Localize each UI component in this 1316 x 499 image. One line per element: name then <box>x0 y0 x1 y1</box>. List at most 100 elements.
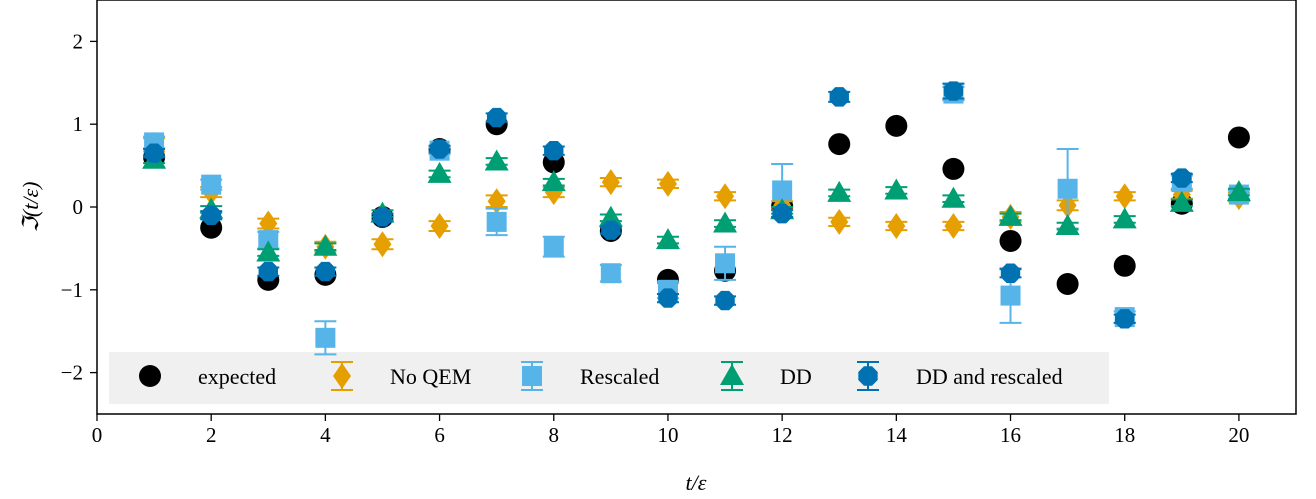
point-s1-5 <box>430 213 449 240</box>
point-s0-14 <box>942 157 965 180</box>
point-s1-4 <box>373 231 392 258</box>
legend-entry-2: Rescaled <box>521 361 659 391</box>
series-0 <box>143 113 1250 296</box>
point-s4-3 <box>315 261 336 282</box>
x-tick-label-8: 8 <box>549 423 560 447</box>
x-axis-label: t/ε <box>686 470 707 495</box>
legend-entry-4: DD and rescaled <box>857 361 1063 391</box>
point-s3-7 <box>541 170 566 192</box>
x-tick-label-20: 20 <box>1228 423 1249 447</box>
point-s0-12 <box>828 133 851 156</box>
point-s3-14 <box>941 186 966 208</box>
point-s3-18 <box>1169 190 1194 212</box>
point-s4-15 <box>1115 309 1135 329</box>
data-marks <box>142 81 1251 356</box>
point-s2-6 <box>543 236 564 257</box>
point-s2-5 <box>486 211 507 232</box>
point-s4-14 <box>1000 263 1021 283</box>
series-2 <box>143 83 1250 356</box>
y-tick-label-4: −2 <box>61 361 83 385</box>
legend-label-0: expected <box>198 364 276 389</box>
point-s3-16 <box>1055 214 1080 236</box>
point-s2-9 <box>715 253 736 274</box>
point-s0-13 <box>885 114 908 137</box>
y-tick-label-2: 0 <box>73 195 84 219</box>
point-s2-13 <box>1057 178 1078 199</box>
point-s2-10 <box>772 180 793 201</box>
point-s3-9 <box>655 228 680 250</box>
point-s3-6 <box>484 149 509 171</box>
legend: expected No QEM Rescaled DD DD and rescaled <box>109 352 1109 404</box>
series-1 <box>143 131 1250 260</box>
legend-entry-0: expected <box>139 364 276 389</box>
point-s4-0 <box>144 143 164 163</box>
y-axis-label: ℑ(t/ε) <box>18 182 43 233</box>
point-s3-3 <box>313 234 338 256</box>
point-s4-13 <box>943 81 964 101</box>
y-tick-label-3: −1 <box>61 278 83 302</box>
point-s4-4 <box>372 207 393 227</box>
point-s1-2 <box>259 210 278 237</box>
point-s1-17 <box>1115 183 1134 210</box>
point-s0-15 <box>999 229 1022 252</box>
point-s4-2 <box>258 261 278 282</box>
x-tick-label-12: 12 <box>772 423 793 447</box>
legend-label-4: DD and rescaled <box>916 364 1063 389</box>
x-tick-label-6: 6 <box>434 423 445 447</box>
point-s1-12 <box>830 208 849 235</box>
point-s0-19 <box>1227 126 1250 149</box>
point-s2-3 <box>315 327 336 348</box>
legend-marker-4 <box>858 366 878 386</box>
y-tick-label-1: 1 <box>73 112 84 136</box>
point-s3-17 <box>1112 207 1137 229</box>
x-tick-label-4: 4 <box>320 423 331 447</box>
point-s3-12 <box>827 180 852 202</box>
point-s2-12 <box>1000 285 1021 306</box>
series-4 <box>143 81 1193 329</box>
x-tick-label-2: 2 <box>206 423 217 447</box>
point-s3-15 <box>998 204 1023 226</box>
x-tick-label-0: 0 <box>92 423 103 447</box>
y-axis: 2 1 0 −1 −2 <box>61 29 97 385</box>
point-s3-8 <box>598 205 623 227</box>
point-s1-10 <box>716 183 735 210</box>
legend-marker-0 <box>139 365 161 387</box>
legend-label-1: No QEM <box>390 364 471 389</box>
x-tick-label-16: 16 <box>1000 423 1021 447</box>
legend-label-3: DD <box>780 364 812 389</box>
point-s4-12 <box>829 87 849 107</box>
point-s2-2 <box>258 230 279 251</box>
point-s4-10 <box>715 290 735 311</box>
point-s4-9 <box>658 288 678 308</box>
point-s2-7 <box>600 263 621 284</box>
x-tick-label-18: 18 <box>1114 423 1135 447</box>
legend-label-2: Rescaled <box>580 364 659 389</box>
point-s1-13 <box>887 213 906 240</box>
x-axis: 0 2 4 6 8 10 12 14 16 18 20 <box>92 414 1249 447</box>
point-s0-16 <box>1056 273 1079 296</box>
point-s4-7 <box>544 141 564 161</box>
series-3 <box>142 147 1251 262</box>
point-s0-17 <box>1113 254 1136 277</box>
point-s3-10 <box>713 211 738 233</box>
legend-background <box>109 352 1109 404</box>
x-tick-label-10: 10 <box>657 423 678 447</box>
legend-entry-3: DD <box>720 361 812 391</box>
point-s3-19 <box>1226 180 1251 202</box>
point-s3-5 <box>427 161 452 183</box>
point-s1-8 <box>601 169 620 196</box>
point-s3-13 <box>884 178 909 200</box>
point-s4-16 <box>1172 168 1192 188</box>
point-s4-11 <box>772 203 792 224</box>
legend-marker-1 <box>333 363 351 389</box>
point-s4-5 <box>429 139 450 159</box>
plot-frame <box>96 0 1297 415</box>
legend-entry-1: No QEM <box>331 361 471 391</box>
y-tick-label-0: 2 <box>73 29 84 53</box>
legend-marker-3 <box>720 364 744 385</box>
point-s2-1 <box>201 174 222 195</box>
point-s4-6 <box>486 107 507 128</box>
point-s4-8 <box>601 220 621 240</box>
point-s4-1 <box>201 205 221 225</box>
